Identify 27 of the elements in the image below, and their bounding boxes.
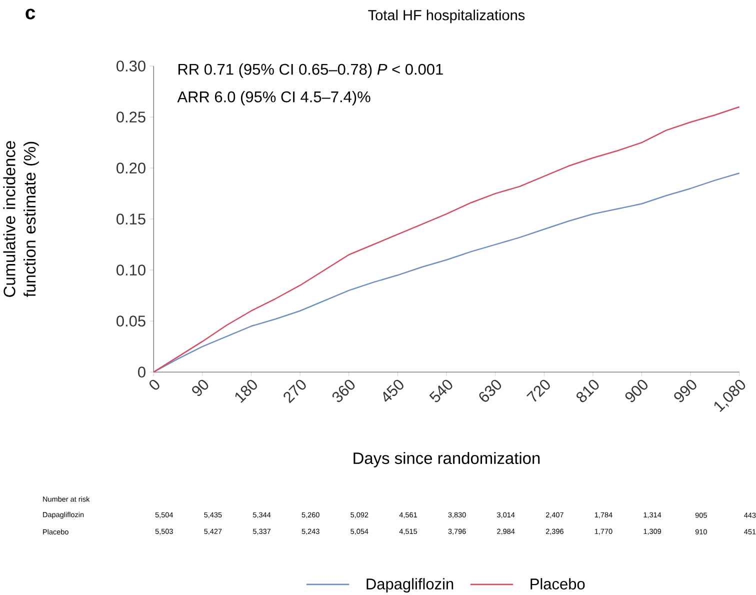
y-tick-label: 0.25 xyxy=(116,112,146,123)
x-tick-label: 450 xyxy=(383,380,404,402)
y-tick-label: 0.05 xyxy=(116,316,146,327)
x-tick-label: 900 xyxy=(625,380,648,402)
y-tick-label: 0.15 xyxy=(116,214,146,225)
annotation: ARR 6.0 (95% CI 4.5–7.4)% xyxy=(177,91,370,106)
x-tick-label: 180 xyxy=(235,380,257,404)
x-tick-label: 0 xyxy=(149,380,160,390)
x-tick-label: 360 xyxy=(332,380,355,402)
x-tick-label: 270 xyxy=(284,380,306,404)
y-tick-label: 0.20 xyxy=(116,162,146,174)
legend-label: Dapagliflozin xyxy=(366,578,454,593)
x-axis-title: Days since randomization xyxy=(354,452,540,468)
y-tick-label: 0.10 xyxy=(116,264,146,276)
x-tick-label: 810 xyxy=(576,380,599,402)
y-axis-title: Cumulative incidence function estimate (%) xyxy=(3,141,39,298)
x-tick-label: 540 xyxy=(429,380,452,402)
y-tick-label: 0.30 xyxy=(116,60,146,72)
x-tick-label: 990 xyxy=(674,380,696,402)
y-tick-label: 0 xyxy=(138,366,146,378)
legend-label: Placebo xyxy=(530,578,585,590)
x-tick-label: 90 xyxy=(192,380,208,396)
x-tick-label: 720 xyxy=(526,380,550,402)
chart-title: Total HF hospitalizations xyxy=(368,10,525,24)
x-tick-label: 630 xyxy=(479,380,502,402)
annotation: RR 0.71 (95% CI 0.65–0.78) P < 0.001 xyxy=(178,64,443,78)
text: c xyxy=(26,8,36,20)
